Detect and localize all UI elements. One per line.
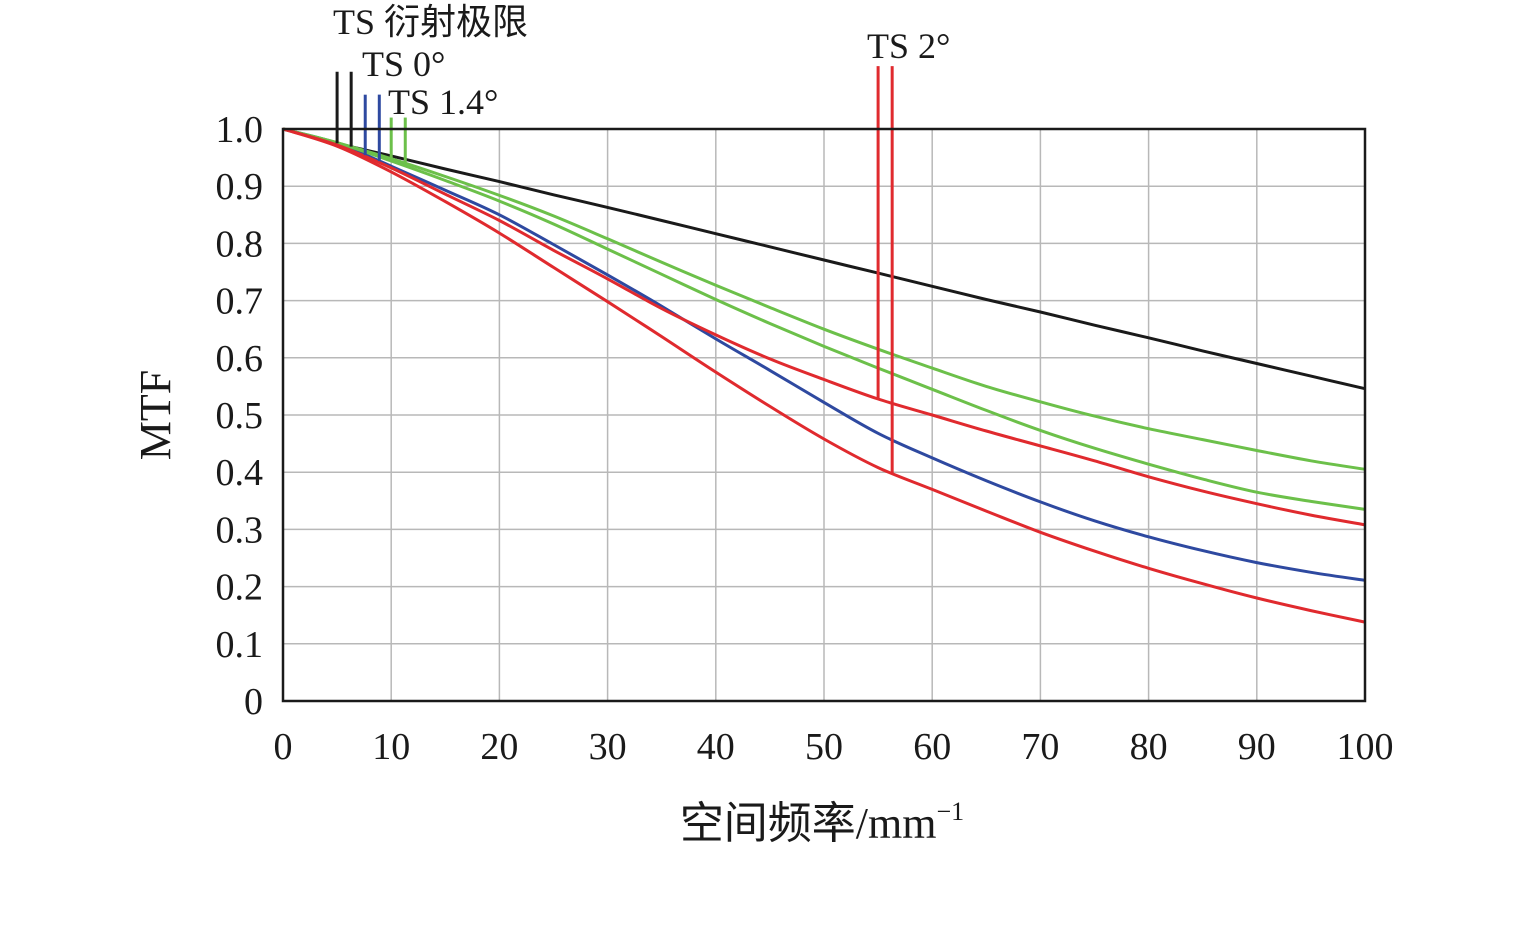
mtf-curve-2	[282, 127, 1366, 582]
mtf-curve-3	[282, 127, 1366, 471]
y-tick-label: 0.9	[216, 166, 264, 208]
x-tick-label: 70	[1021, 726, 1059, 768]
mtf-curve-4	[282, 127, 1366, 511]
x-axis-label: 空间频率/mm−1	[680, 797, 964, 848]
y-tick-label: 0.6	[216, 338, 264, 380]
annotation-markers	[335, 66, 894, 474]
x-tick-label: 30	[589, 726, 627, 768]
y-tick-label: 0.5	[216, 395, 264, 437]
x-tick-label: 90	[1238, 726, 1276, 768]
y-tick-label: 0.3	[216, 509, 264, 551]
y-tick-label: 0.7	[216, 281, 264, 323]
annotation-label: TS 衍射极限	[333, 2, 528, 42]
x-axis-label-text: 空间频率/mm	[680, 799, 937, 848]
x-tick-label: 0	[274, 726, 293, 768]
x-tick-label: 50	[805, 726, 843, 768]
curves	[282, 127, 1366, 624]
x-tick-label: 20	[480, 726, 518, 768]
x-tick-label: 40	[697, 726, 735, 768]
y-tick-labels: 0 0.1 0.2 0.3 0.4 0.5 0.6 0.7 0.8 0.9 1.0	[216, 109, 264, 723]
plot-frame	[281, 127, 1367, 703]
annotation-label: TS 1.4°	[388, 82, 498, 122]
x-tick-label: 10	[372, 726, 410, 768]
y-tick-label: 1.0	[216, 109, 264, 151]
grid	[283, 129, 1365, 701]
x-axis-label-superscript: −1	[937, 797, 965, 826]
x-tick-label: 100	[1337, 726, 1394, 768]
annotation-label: TS 2°	[867, 26, 950, 66]
y-tick-label: 0.4	[216, 452, 264, 494]
mtf-curve-1	[282, 127, 1366, 391]
mtf-curve-5	[282, 127, 1366, 527]
y-tick-label: 0.8	[216, 223, 264, 265]
x-tick-labels: 0 10 20 30 40 50 60 70 80 90 100	[274, 726, 1394, 768]
x-tick-label: 80	[1130, 726, 1168, 768]
y-tick-label: 0.1	[216, 624, 264, 666]
y-tick-label: 0	[244, 681, 263, 723]
y-tick-label: 0.2	[216, 567, 264, 609]
mtf-curve-6	[282, 127, 1366, 624]
x-tick-label: 60	[913, 726, 951, 768]
y-axis-label: MTF	[131, 370, 180, 460]
annotation-label: TS 0°	[362, 44, 445, 84]
